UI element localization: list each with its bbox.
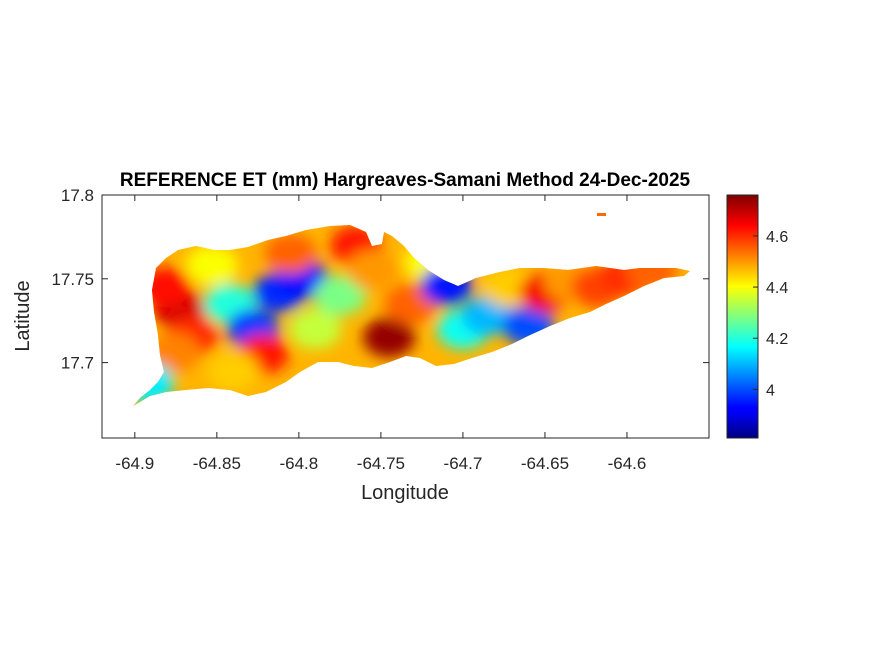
y-tick-label: 17.75 [51, 270, 94, 289]
x-axis-label: Longitude [361, 482, 449, 504]
heat-region-29 [207, 350, 260, 391]
colorbar: 4 4.2 4.4 4.6 [726, 194, 788, 439]
x-tick-label: -64.8 [279, 454, 318, 473]
x-tick-label: -64.85 [193, 454, 241, 473]
y-tick-label: 17.7 [61, 354, 94, 373]
x-axis: -64.9 -64.85 -64.8 -64.75 -64.7 -64.65 -64.6 [115, 195, 646, 473]
heat-region-15 [346, 250, 399, 291]
colorbar-tick-label: 4.6 [766, 229, 788, 246]
heat-region-11 [289, 309, 342, 350]
colorbar-tick-label: 4.2 [766, 331, 788, 348]
colorbar-tick-label: 4.4 [766, 280, 788, 297]
x-tick-label: -64.75 [357, 454, 405, 473]
heat-region-12 [313, 275, 366, 316]
colorbar-tick-label: 4 [766, 382, 775, 399]
colorbar-ticks: 4 4.2 4.4 4.6 [753, 229, 788, 399]
x-tick-label: -64.7 [444, 454, 483, 473]
y-tick-label: 17.8 [61, 186, 94, 205]
chart-title: REFERENCE ET (mm) Hargreaves-Samani Meth… [120, 170, 691, 191]
colorbar-gradient [726, 194, 759, 439]
islet-patch [597, 213, 606, 216]
heat-region-10 [264, 233, 317, 274]
x-tick-label: -64.65 [521, 454, 569, 473]
heat-region-14 [363, 317, 416, 358]
y-axis-label: Latitude [12, 280, 34, 351]
x-tick-label: -64.9 [115, 454, 154, 473]
x-tick-label: -64.6 [608, 454, 647, 473]
heat-region-4 [185, 245, 238, 286]
y-axis: 17.7 17.75 17.8 [51, 186, 709, 373]
plot-area: -64.9 -64.85 -64.8 -64.75 -64.7 -64.65 -64.6 1… [51, 186, 710, 473]
